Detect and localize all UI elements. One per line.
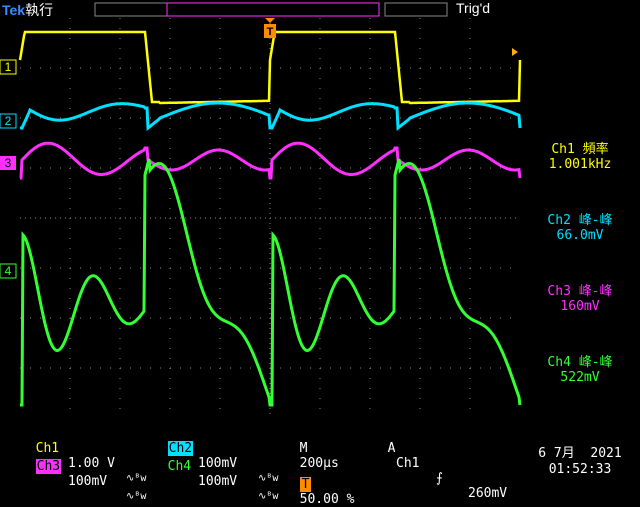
ch1-scale: 1.00 V (68, 456, 115, 471)
trigger-marker-label: T (267, 26, 274, 38)
trigger-level-arrow (512, 48, 518, 56)
measurement-ch4-pk-pk: Ch4 峰-峰 522mV (522, 355, 638, 385)
measurement-label: Ch2 峰-峰 (547, 213, 613, 228)
ch1-name: Ch1 (35, 441, 60, 456)
measurement-ch2-pk-pk: Ch2 峰-峰 66.0mV (522, 213, 638, 243)
oscilloscope-screen: T 1 2 3 4 (0, 2, 522, 418)
measurement-label: Ch4 峰-峰 (547, 355, 613, 370)
ch2-scale-readout[interactable]: Ch2 100mV ∿ᴮw (152, 426, 280, 484)
ch3-scale-readout[interactable]: Ch3 100mV ∿ᴮw (20, 444, 148, 502)
timebase-readout[interactable]: M 200µs (284, 426, 339, 471)
measurement-value: 66.0mV (556, 228, 604, 243)
timebase-value: 200µs (299, 456, 339, 471)
bandwidth-limit-icon: ∿ᴮw (258, 491, 279, 502)
bandwidth-limit-icon: ∿ᴮw (126, 491, 147, 502)
ch3-name: Ch3 (35, 459, 62, 474)
measurement-value: 522mV (560, 370, 600, 385)
header-left: Tek執行 (2, 0, 53, 20)
time-readout: 01:52:33 (548, 462, 612, 477)
bandwidth-limit-icon: ∿ᴮw (258, 473, 279, 484)
trigger-position-value: 50.00 % (299, 492, 355, 507)
run-state: 執行 (25, 2, 54, 18)
ch3-trace (19, 141, 522, 180)
trigger-readout[interactable]: A Ch1 ⨍ 260mV (372, 426, 507, 501)
measurement-value: 160mV (560, 299, 600, 314)
ch4-marker: 4 (5, 264, 12, 278)
ch4-scale-readout[interactable]: Ch4 100mV ∿ᴮw (152, 444, 280, 502)
measurement-label: Ch1 頻率 (551, 142, 609, 157)
ch2-name: Ch2 (167, 441, 194, 456)
trigger-state: Trig'd (456, 0, 491, 16)
ch3-scale: 100mV (68, 474, 108, 489)
ch4-scale: 100mV (198, 474, 238, 489)
waveform-traces (18, 30, 522, 407)
measurement-ch3-pk-pk: Ch3 峰-峰 160mV (522, 284, 638, 314)
ch1-marker: 1 (5, 60, 12, 74)
measurement-label: Ch3 峰-峰 (547, 284, 613, 299)
bandwidth-limit-icon: ∿ᴮw (126, 473, 147, 484)
trigger-position-readout[interactable]: T 50.00 % (284, 462, 354, 507)
ch4-trace (20, 158, 522, 407)
trigger-slope-icon: ⨍ (436, 471, 443, 486)
brand-logo: Tek (2, 2, 26, 18)
ch2-trace (20, 101, 522, 132)
trigger-label: A (387, 441, 396, 456)
trigger-source: Ch1 (396, 456, 420, 471)
timebase-label: M (299, 441, 308, 456)
record-view-box (166, 2, 380, 17)
trigger-position-marker: T (264, 18, 276, 38)
channel-markers: 1 2 3 4 (0, 59, 17, 279)
ch1-scale-readout[interactable]: Ch1 1.00 V ∿ᴮw (20, 426, 148, 484)
ch4-name: Ch4 (167, 459, 192, 474)
date-readout: 6 7月 2021 (538, 446, 622, 461)
measurement-ch1-frequency: Ch1 頻率 1.001kHz (522, 142, 638, 172)
ch1-trace (18, 30, 522, 105)
ch2-scale: 100mV (198, 456, 238, 471)
trigger-position-icon: T (299, 477, 312, 492)
trigger-level: 260mV (468, 486, 508, 501)
measurement-value: 1.001kHz (548, 157, 612, 172)
ch2-marker: 2 (5, 114, 12, 128)
zoom-box (384, 2, 448, 17)
ch3-marker: 3 (5, 156, 12, 170)
